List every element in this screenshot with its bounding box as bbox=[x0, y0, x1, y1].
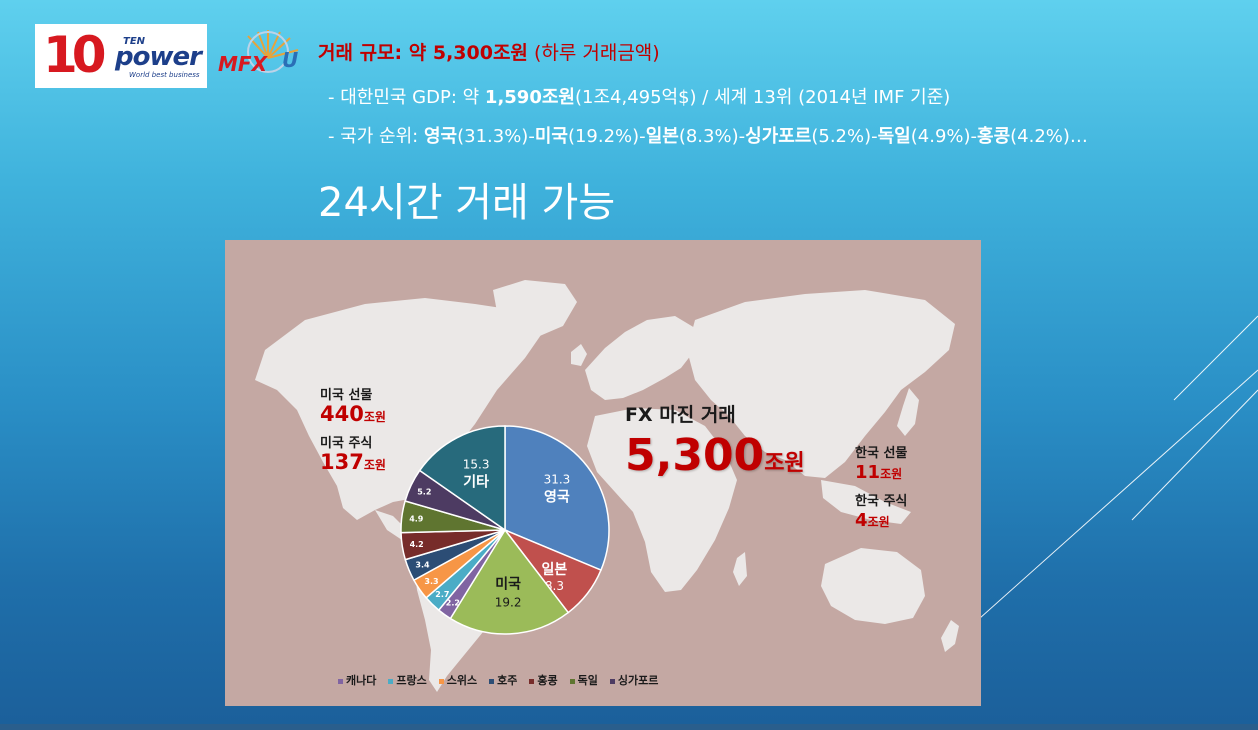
new-zealand-shape bbox=[941, 620, 959, 652]
ten-power-logo: 10 TEN power World best business bbox=[35, 24, 207, 88]
legend-label: 프랑스 bbox=[396, 674, 427, 687]
korea-stocks-value: 4조원 bbox=[855, 510, 890, 531]
pie-slice bbox=[504, 425, 610, 572]
page-title: 24시간 거래 가능 bbox=[318, 180, 616, 226]
pie-slice-value: 4.9 bbox=[409, 515, 424, 524]
mfx-logo: MFX U bbox=[218, 28, 314, 88]
korea-gdp-suffix: (1조4,495억$) / 세계 13위 (2014년 IMF 기준) bbox=[574, 87, 951, 108]
logo-power-word: power bbox=[115, 42, 202, 72]
legend-label: 스위스 bbox=[446, 674, 478, 687]
legend-item: 프랑스 bbox=[388, 674, 427, 687]
korea-futures-value: 11조원 bbox=[855, 462, 903, 483]
korea-gdp-prefix: - 대한민국 GDP: 약 bbox=[328, 87, 485, 108]
bottom-bar bbox=[0, 724, 1258, 730]
continents bbox=[255, 280, 959, 692]
legend-item: 홍콩 bbox=[529, 674, 558, 687]
asia-shape bbox=[687, 290, 955, 478]
logo-tagline: World best business bbox=[129, 71, 200, 79]
ranking-segment: - 국가 순위: bbox=[328, 126, 424, 147]
korea-gdp-value: 1,590조원 bbox=[484, 87, 575, 108]
southeast-asia-shape bbox=[821, 480, 911, 524]
greenland-shape bbox=[493, 280, 577, 338]
ranking-segment: 영국 bbox=[423, 126, 458, 147]
legend-item: 스위스 bbox=[438, 674, 478, 687]
pie-slice-value: 2.2 bbox=[446, 599, 460, 608]
pie-slice-value: 2.7 bbox=[435, 590, 449, 599]
legend-item: 호주 bbox=[489, 674, 517, 687]
mfx-logo-text: MFX bbox=[218, 52, 267, 76]
usa-futures-value: 440조원 bbox=[320, 402, 386, 426]
legend-label: 캐나다 bbox=[346, 674, 377, 687]
korea-futures-label: 한국 선물 bbox=[855, 446, 908, 461]
japan-shape bbox=[897, 388, 919, 436]
pie-slice-value: 3.4 bbox=[415, 560, 430, 569]
legend-swatch bbox=[489, 678, 495, 684]
africa-shape bbox=[587, 408, 737, 592]
pie-slice-name: 기타 bbox=[463, 475, 489, 491]
uk-shape bbox=[571, 344, 587, 366]
pie-slice-name: 미국 bbox=[495, 576, 521, 592]
north-america-shape bbox=[255, 298, 543, 520]
legend-swatch bbox=[609, 678, 615, 684]
europe-shape bbox=[585, 316, 695, 400]
legend-label: 독일 bbox=[577, 674, 598, 687]
trading-volume-label: 거래 규모: 약 5,300조원 bbox=[318, 42, 528, 64]
ranking-segment: 싱가포르 bbox=[745, 126, 812, 147]
pie-slice-value: 3.3 bbox=[424, 577, 438, 586]
mfx-spokes-icon bbox=[247, 30, 299, 73]
ranking-segment: (4.9%)- bbox=[910, 126, 978, 147]
legend-item: 캐나다 bbox=[338, 674, 376, 687]
fx-margin-title: FX 마진 거래 bbox=[625, 404, 736, 426]
pie-slice-value: 5.2 bbox=[417, 487, 431, 496]
ranking-segment: (4.2%)… bbox=[1010, 126, 1088, 147]
world-map-svg: 영국31.3일본8.3미국19.22.22.73.33.44.24.95.2기타… bbox=[255, 280, 959, 692]
pie-slice-value: 15.3 bbox=[463, 458, 490, 472]
pie-slice bbox=[418, 425, 506, 532]
legend-swatch bbox=[388, 678, 394, 684]
ranking-segment: (19.2%)- bbox=[567, 126, 646, 147]
mfx-logo-suffix: U bbox=[282, 48, 299, 72]
legend-swatch bbox=[438, 678, 444, 684]
legend-swatch bbox=[529, 678, 535, 684]
pie-legend: 캐나다 프랑스 스위스 호주 홍콩 독일 싱가포르 bbox=[338, 672, 670, 688]
pie-slice bbox=[449, 528, 570, 635]
legend-swatch bbox=[569, 678, 575, 684]
world-map-panel: 영국 31.3 일본 8.3 미국 19.2 2.2 2.7 3.3 3.4 4.2 4.9 5.2 기타… bbox=[225, 240, 981, 706]
country-ranking-line: - 국가 순위: 영국(31.3%)-미국(19.2%)-일본(8.3%)-싱가… bbox=[328, 122, 1088, 148]
decorative-lines bbox=[980, 315, 1258, 619]
legend-label: 홍콩 bbox=[537, 674, 558, 687]
pie-slice-value: 19.2 bbox=[495, 595, 522, 609]
ranking-segment: 미국 bbox=[534, 126, 568, 147]
legend-label: 싱가포르 bbox=[617, 674, 659, 687]
pie-slice-value: 4.2 bbox=[410, 540, 424, 549]
trading-volume-note: (하루 거래금액) bbox=[527, 42, 660, 64]
usa-futures-label: 미국 선물 bbox=[320, 388, 373, 403]
ranking-segment: 홍콩 bbox=[977, 126, 1011, 147]
logo-ten-small: TEN bbox=[123, 36, 146, 47]
logo-ten-mark: 10 bbox=[43, 26, 107, 84]
ranking-segment: (5.2%)- bbox=[811, 126, 878, 147]
fx-margin-value: 5,300조원 bbox=[625, 430, 805, 481]
usa-stocks-value: 137조원 bbox=[320, 450, 386, 474]
ranking-segment: (31.3%)- bbox=[457, 126, 535, 147]
pie-slice-name: 영국 bbox=[544, 488, 570, 505]
legend-item: 독일 bbox=[569, 674, 598, 687]
ranking-segment: 독일 bbox=[877, 126, 911, 147]
korea-stocks-label: 한국 주식 bbox=[855, 494, 908, 509]
pie-slice-value: 31.3 bbox=[544, 472, 571, 486]
australia-shape bbox=[821, 548, 925, 624]
korea-gdp-line: - 대한민국 GDP: 약 1,590조원(1조4,495억$) / 세계 13… bbox=[328, 83, 950, 109]
legend-label: 호주 bbox=[497, 674, 518, 687]
legend-item: 싱가포르 bbox=[609, 674, 659, 687]
ranking-segment: (8.3%)- bbox=[678, 126, 746, 147]
usa-stocks-label: 미국 주식 bbox=[320, 436, 373, 451]
legend-swatch bbox=[338, 678, 343, 684]
trading-volume-line: 거래 규모: 약 5,300조원 (하루 거래금액) bbox=[318, 38, 660, 65]
ranking-segment: 일본 bbox=[645, 126, 679, 147]
pie-slice-name: 일본 bbox=[542, 562, 568, 578]
madagascar-shape bbox=[733, 552, 747, 586]
pie-chart: 영국31.3일본8.3미국19.22.22.73.33.44.24.95.2기타… bbox=[400, 425, 610, 635]
